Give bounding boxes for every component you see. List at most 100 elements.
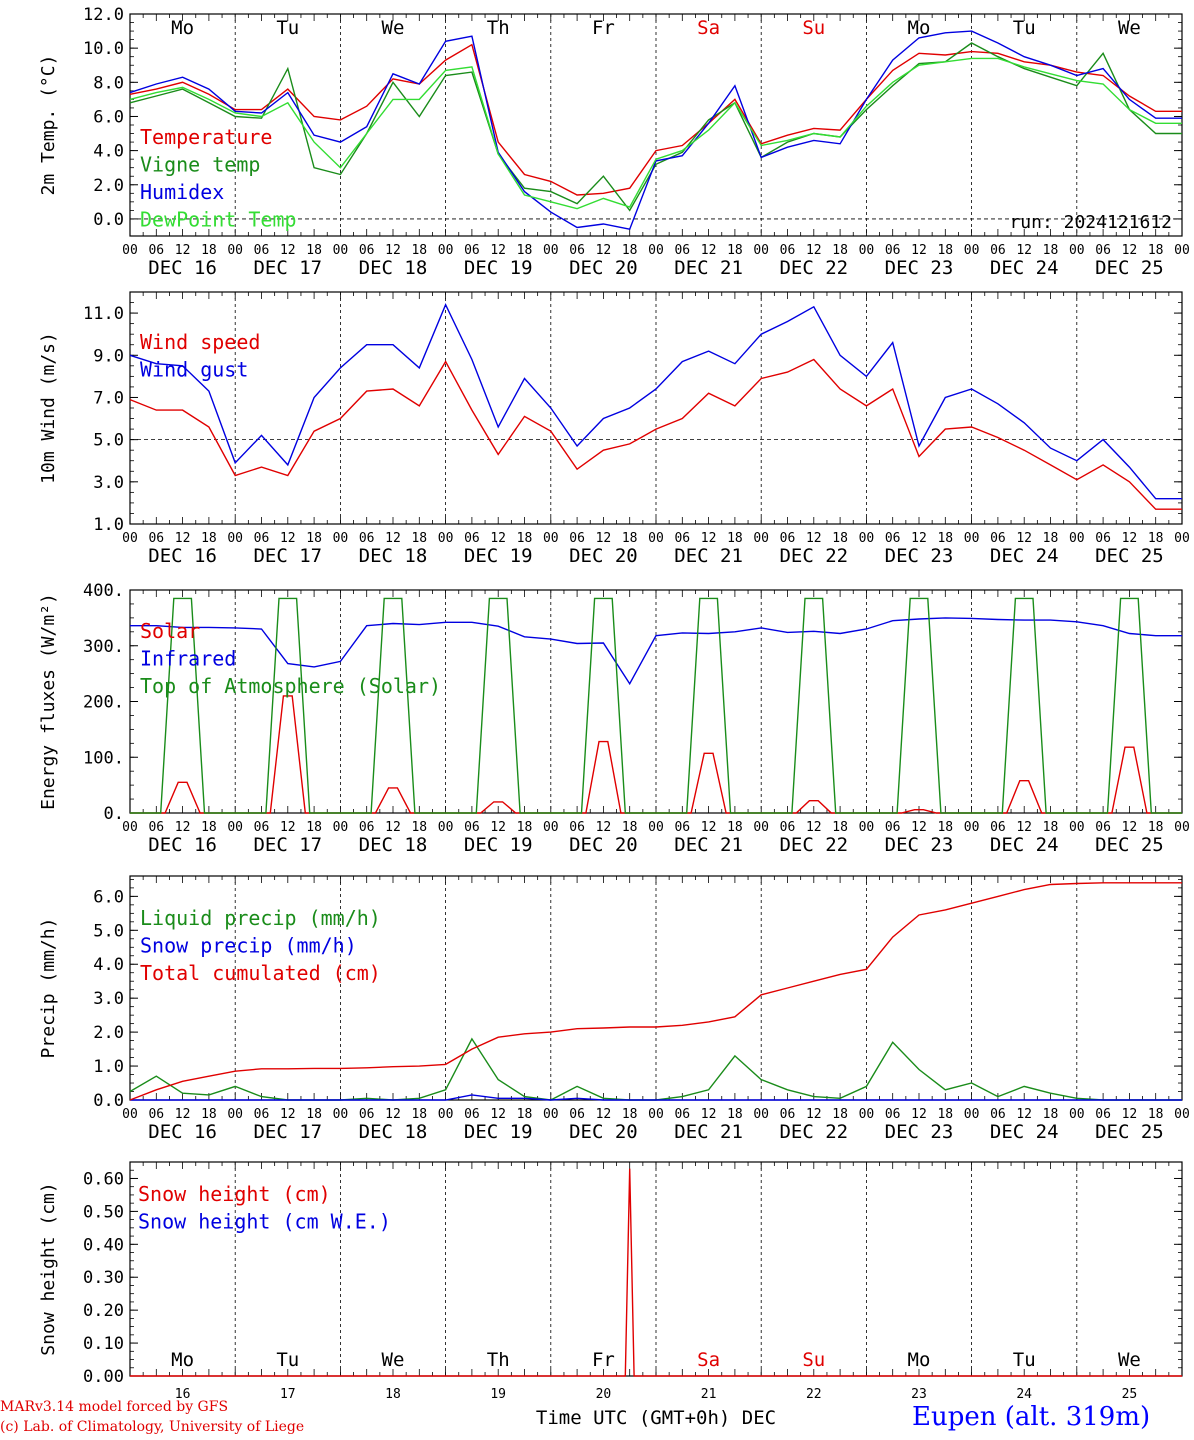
- wind-hour-label: 00: [964, 531, 980, 546]
- wind-date-label: DEC 19: [464, 545, 533, 567]
- snow-day-label: 23: [911, 1387, 927, 1402]
- energy-hour-label: 00: [964, 820, 980, 835]
- energy-hour-label: 12: [1016, 820, 1032, 835]
- energy-hour-label: 18: [1043, 820, 1059, 835]
- precip-hour-label: 12: [596, 1107, 612, 1122]
- energy-hour-label: 06: [359, 820, 375, 835]
- precip-y-tick-label: 6.0: [93, 887, 124, 907]
- snow-legend-item: Snow height (cm): [138, 1182, 331, 1206]
- precip-y-tick-label: 3.0: [93, 989, 124, 1009]
- energy-hour-label: 12: [701, 820, 717, 835]
- energy-y-tick-label: 0.: [104, 804, 124, 824]
- temp-hour-label: 18: [832, 243, 848, 258]
- temp-hour-label: 00: [1174, 243, 1190, 258]
- precip-date-label: DEC 23: [885, 1121, 954, 1143]
- wind-hour-label: 00: [227, 531, 243, 546]
- energy-series-top-of-atmosphere-solar-: [130, 597, 1182, 814]
- energy-hour-label: 06: [148, 820, 164, 835]
- temp-y-tick-label: 2.0: [93, 176, 124, 196]
- precip-hour-label: 18: [1043, 1107, 1059, 1122]
- precip-hour-label: 18: [411, 1107, 427, 1122]
- wind-hour-label: 18: [727, 531, 743, 546]
- wind-date-label: DEC 24: [990, 545, 1059, 567]
- precip-hour-label: 18: [517, 1107, 533, 1122]
- wind-hour-label: 18: [832, 531, 848, 546]
- wind-hour-label: 12: [385, 531, 401, 546]
- snow-weekday-label: Mo: [908, 1349, 931, 1371]
- temp-hour-label: 06: [569, 243, 585, 258]
- snow-y-tick-label: 0.30: [83, 1268, 124, 1288]
- energy-hour-label: 12: [1122, 820, 1138, 835]
- temp-weekday-label: Fr: [592, 17, 615, 39]
- energy-hour-label: 00: [648, 820, 664, 835]
- snow-weekday-label: Tu: [1013, 1349, 1036, 1371]
- wind-series-wind-gust: [129, 302, 1182, 500]
- wind-hour-label: 18: [622, 531, 638, 546]
- wind-hour-label: 06: [674, 531, 690, 546]
- energy-date-label: DEC 21: [674, 834, 743, 856]
- temp-weekday-label: Su: [802, 17, 825, 39]
- wind-hour-label: 06: [359, 531, 375, 546]
- energy-y-tick-label: 100.: [83, 748, 124, 768]
- wind-hour-label: 12: [701, 531, 717, 546]
- precip-series-total-cumulated-cm-: [129, 882, 1182, 1101]
- snow-weekday-label: Fr: [592, 1349, 615, 1371]
- precip-hour-label: 18: [306, 1107, 322, 1122]
- precip-date-label: DEC 25: [1095, 1121, 1164, 1143]
- snow-weekday-label: Su: [802, 1349, 825, 1371]
- energy-hour-label: 00: [753, 820, 769, 835]
- snow-day-label: 21: [701, 1387, 717, 1402]
- energy-hour-label: 06: [464, 820, 480, 835]
- energy-hour-label: 18: [937, 820, 953, 835]
- snow-series-snow-height-cm-: [130, 1168, 1182, 1377]
- snow-y-tick-label: 0.10: [83, 1334, 124, 1354]
- wind-hour-label: 00: [333, 531, 349, 546]
- energy-hour-label: 06: [674, 820, 690, 835]
- precip-hour-label: 00: [648, 1107, 664, 1122]
- temp-date-label: DEC 24: [990, 257, 1059, 279]
- precip-hour-label: 06: [885, 1107, 901, 1122]
- temp-y-tick-label: 8.0: [93, 73, 124, 93]
- energy-hour-label: 00: [333, 820, 349, 835]
- temp-hour-label: 18: [1148, 243, 1164, 258]
- temp-hour-label: 06: [885, 243, 901, 258]
- snow-day-label: 22: [806, 1387, 822, 1402]
- temp-hour-label: 06: [1095, 243, 1111, 258]
- temp-hour-label: 18: [937, 243, 953, 258]
- precip-date-label: DEC 24: [990, 1121, 1059, 1143]
- temp-hour-label: 00: [859, 243, 875, 258]
- wind-y-axis-label: 10m Wind (m/s): [38, 332, 59, 484]
- energy-date-label: DEC 22: [779, 834, 848, 856]
- temp-hour-label: 06: [990, 243, 1006, 258]
- energy-y-tick-label: 200.: [83, 693, 124, 713]
- wind-date-label: DEC 18: [359, 545, 428, 567]
- temp-date-label: DEC 17: [253, 257, 322, 279]
- precip-y-tick-label: 2.0: [93, 1023, 124, 1043]
- precip-y-tick-label: 1.0: [93, 1057, 124, 1077]
- snow-weekday-label: Tu: [276, 1349, 299, 1371]
- station-name: Eupen (alt. 319m): [912, 1402, 1151, 1432]
- wind-hour-label: 00: [543, 531, 559, 546]
- temp-hour-label: 18: [201, 243, 217, 258]
- precip-hour-label: 06: [569, 1107, 585, 1122]
- wind-y-tick-label: 3.0: [93, 473, 124, 493]
- temp-hour-label: 18: [411, 243, 427, 258]
- temp-date-label: DEC 25: [1095, 257, 1164, 279]
- energy-date-label: DEC 18: [359, 834, 428, 856]
- temp-weekday-label: Mo: [908, 17, 931, 39]
- temp-hour-label: 00: [753, 243, 769, 258]
- wind-hour-label: 06: [990, 531, 1006, 546]
- temp-weekday-label: Tu: [1013, 17, 1036, 39]
- wind-y-tick-label: 5.0: [93, 431, 124, 451]
- temp-y-tick-label: 10.0: [83, 39, 124, 59]
- energy-hour-label: 06: [885, 820, 901, 835]
- energy-legend-item: Top of Atmosphere (Solar): [140, 674, 441, 698]
- precip-hour-label: 18: [622, 1107, 638, 1122]
- precip-date-label: DEC 18: [359, 1121, 428, 1143]
- precip-hour-label: 00: [543, 1107, 559, 1122]
- precip-hour-label: 06: [780, 1107, 796, 1122]
- temp-hour-label: 00: [964, 243, 980, 258]
- precip-hour-label: 00: [1174, 1107, 1190, 1122]
- energy-hour-label: 12: [806, 820, 822, 835]
- temp-y-tick-label: 6.0: [93, 107, 124, 127]
